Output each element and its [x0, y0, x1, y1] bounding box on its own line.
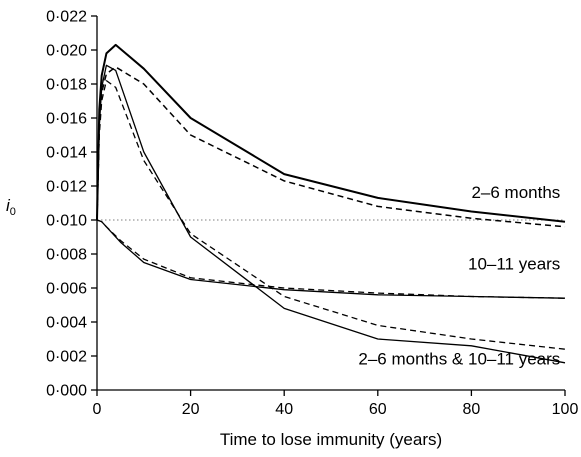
y-tick-label: 0·018: [46, 77, 87, 94]
annotation-10-11-years: 10–11 years: [468, 254, 560, 273]
label-layer: Time to lose immunity (years) i0: [6, 196, 442, 449]
x-tick-label: 20: [182, 401, 200, 418]
y-axis-title: i0: [6, 196, 16, 218]
series-line-3: [96, 64, 566, 364]
x-tick-label: 0: [93, 401, 102, 418]
y-tick-label: 0·002: [46, 349, 87, 366]
annotation-layer: 2–6 months 10–11 years 2–6 months & 10–1…: [358, 183, 560, 369]
series-line-5: [96, 219, 566, 299]
series-line-2: [96, 66, 566, 228]
axes: [96, 16, 565, 391]
annotation-2-6-months: 2–6 months: [471, 183, 560, 202]
x-tick-label: 100: [552, 401, 579, 418]
x-axis-title: Time to lose immunity (years): [220, 430, 442, 449]
tick-layer: 0·000 0·002 0·004 0·006 0·008 0·010 0·012 0·014…: [46, 9, 578, 419]
y-tick-label: 0·010: [46, 213, 87, 230]
y-tick-label: 0·000: [46, 383, 87, 400]
y-tick-label: 0·014: [46, 145, 87, 162]
series-line-1: [96, 43, 566, 223]
y-tick-label: 0·016: [46, 111, 87, 128]
x-tick-label: 80: [463, 401, 481, 418]
y-tick-label: 0·008: [46, 247, 87, 264]
x-tick-label: 40: [275, 401, 293, 418]
annotation-combined: 2–6 months & 10–11 years: [358, 350, 560, 369]
y-tick-label: 0·020: [46, 43, 87, 60]
y-tick-label: 0·022: [46, 9, 87, 26]
y-tick-label: 0·004: [46, 315, 87, 332]
x-tick-label: 60: [369, 401, 387, 418]
y-axis-title-main: i: [6, 196, 11, 215]
y-axis-title-subscript: 0: [10, 206, 16, 218]
y-tick-label: 0·006: [46, 281, 87, 298]
y-tick-label: 0·012: [46, 179, 87, 196]
series-layer: [96, 43, 566, 364]
